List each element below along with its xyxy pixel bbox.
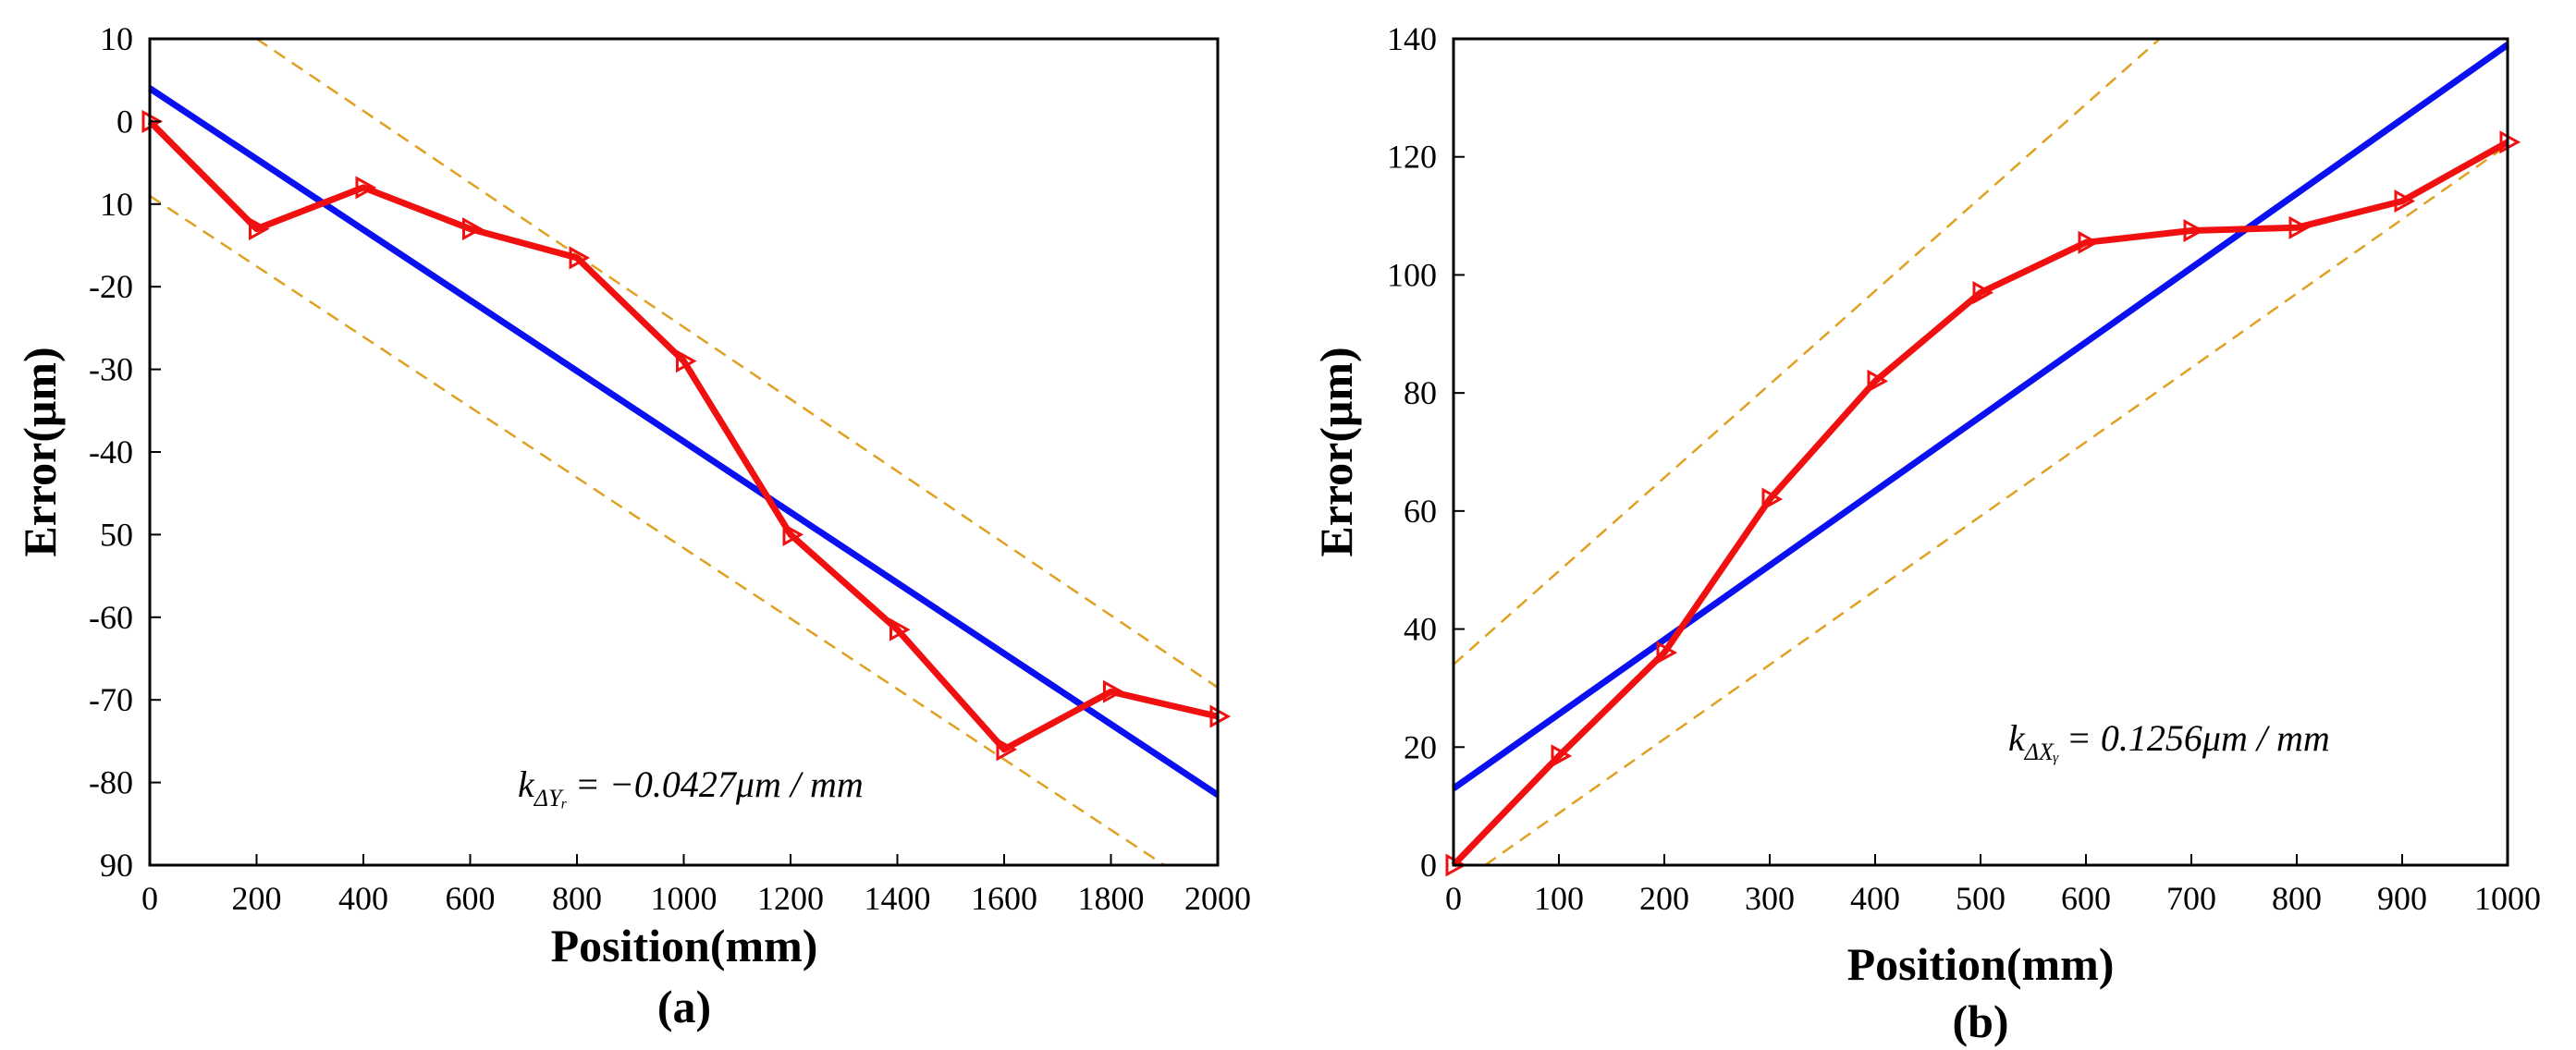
chart-a-y-tick-label: -80 <box>89 764 133 801</box>
chart-b-x-tick-label: 500 <box>1956 880 2006 917</box>
chart-b-measured-point <box>1656 641 1678 665</box>
chart-b-y-tick-label: 60 <box>1404 493 1437 530</box>
chart-a-plot-layer <box>141 37 1232 867</box>
chart-a-x-tick-label: 1800 <box>1078 880 1145 917</box>
chart-b-x-tick-label: 1000 <box>2474 880 2541 917</box>
chart-b-y-axis-label: Error(μm) <box>1310 347 1362 556</box>
chart-a-slope-symbol: k <box>518 763 535 805</box>
chart-a-frame <box>148 37 1220 867</box>
chart-b-plot-layer <box>1445 38 2521 877</box>
chart-b-measured-point <box>2288 215 2311 239</box>
chart-a-x-tick-label: 600 <box>446 880 496 917</box>
chart-b-y-tick-label: 80 <box>1404 374 1437 411</box>
chart-a-x-tick-label: 1200 <box>757 880 824 917</box>
chart-a-measured-point <box>141 109 164 133</box>
chart-b-upper-bound-line <box>1453 38 2161 665</box>
chart-b-y-tick-label: 140 <box>1387 20 1437 57</box>
chart-b-frame <box>1452 37 2509 867</box>
chart-a: 0 200 400 600 800 1000 1200 1400 1600 1800 2000 10… <box>14 20 1251 1032</box>
chart-a-y-tick-label: -70 <box>89 681 133 718</box>
chart-a-y-tick-label: 10 <box>100 20 133 57</box>
chart-a-x-tick-label: 1400 <box>865 880 931 917</box>
chart-a-x-ticks: 0 200 400 600 800 1000 1200 1400 1600 1800 2000 <box>141 854 1251 917</box>
chart-b-slope-symbol: k <box>2008 717 2026 759</box>
chart-a-measured-point <box>676 349 697 373</box>
chart-a-y-tick-label: 90 <box>100 847 133 884</box>
chart-a-x-tick-label: 1600 <box>971 880 1037 917</box>
chart-a-slope-text: = −0.0427μm / mm <box>575 763 864 805</box>
chart-a-panel-label: (a) <box>657 981 711 1032</box>
chart-a-measured-point <box>569 246 591 270</box>
chart-b-measured-point <box>1445 853 1467 877</box>
chart-b-y-tick-label: 20 <box>1404 728 1437 765</box>
chart-a-linear-fit-line <box>148 85 1220 798</box>
chart-b-x-tick-label: 100 <box>1534 880 1584 917</box>
chart-b-measured-line <box>1451 139 2509 868</box>
chart-a-y-tick-label: 50 <box>100 516 133 553</box>
chart-a-y-tick-label: -60 <box>89 599 133 636</box>
chart-b-linear-fit-line <box>1451 42 2510 791</box>
chart-b-y-tick-label: 100 <box>1387 256 1437 293</box>
chart-a-x-tick-label: 0 <box>141 880 158 917</box>
chart-b-panel-label: (b) <box>1952 995 2008 1047</box>
chart-b-x-tick-label: 300 <box>1745 880 1795 917</box>
chart-a-x-tick-label: 200 <box>232 880 282 917</box>
chart-a-measured-point <box>355 176 377 200</box>
chart-b-y-tick-label: 0 <box>1420 847 1437 884</box>
chart-b-y-tick-label: 40 <box>1404 611 1437 648</box>
chart-b-measured-point <box>1551 744 1573 768</box>
chart-b-measured-point <box>2499 130 2521 154</box>
chart-b-slope-annotation: kΔXᵧ = 0.1256μm / mm <box>2008 717 2330 765</box>
chart-b-slope-text: = 0.1256μm / mm <box>2067 717 2330 759</box>
chart-b-lower-bound-line <box>1484 143 2509 867</box>
chart-a-y-tick-label: 0 <box>117 103 133 140</box>
chart-a-measured-point <box>889 617 911 641</box>
chart-a-y-ticks: 10 0 10 -20 -30 -40 50 -60 -70 -80 90 <box>89 20 161 884</box>
chart-a-x-tick-label: 2000 <box>1184 880 1251 917</box>
chart-a-measured-line <box>147 118 1219 753</box>
chart-b-measured-point <box>1972 281 1994 305</box>
chart-a-measured-point <box>782 522 804 546</box>
chart-a-x-tick-label: 400 <box>338 880 388 917</box>
chart-b-x-axis-label: Position(mm) <box>1847 938 2115 990</box>
chart-a-x-axis-label: Position(mm) <box>551 920 818 971</box>
chart-b-y-ticks: 0 20 40 60 80 100 120 140 <box>1387 20 1465 884</box>
chart-a-measured-point <box>462 217 484 241</box>
chart-b-x-tick-label: 700 <box>2166 880 2216 917</box>
chart-a-slope-subscript: ΔYᵣ <box>534 785 568 812</box>
chart-a-y-tick-label: -20 <box>89 268 133 305</box>
chart-b-x-ticks: 0 100 200 300 400 500 600 700 800 900 1000 <box>1445 854 2541 917</box>
chart-b: 0 100 200 300 400 500 600 700 800 900 1000 0 20 40 60… <box>1310 20 2541 1047</box>
chart-a-measured-point <box>1209 704 1232 728</box>
chart-b-x-tick-label: 400 <box>1850 880 1900 917</box>
chart-a-y-tick-label: -30 <box>89 351 133 388</box>
chart-a-x-tick-label: 800 <box>552 880 602 917</box>
chart-b-slope-subscript: ΔXᵧ <box>2024 739 2059 765</box>
chart-a-measured-point <box>249 217 270 241</box>
chart-a-x-tick-label: 1000 <box>651 880 718 917</box>
chart-a-y-axis-label: Error(μm) <box>14 347 66 556</box>
chart-b-y-tick-label: 120 <box>1387 139 1437 176</box>
chart-a-lower-bound-line <box>149 194 1165 867</box>
chart-a-y-tick-label: -40 <box>89 433 133 470</box>
chart-b-x-tick-label: 900 <box>2377 880 2427 917</box>
chart-b-measured-point <box>1867 369 1889 393</box>
chart-a-upper-bound-line <box>255 37 1219 689</box>
chart-a-y-tick-label: 10 <box>100 186 133 223</box>
chart-b-x-tick-label: 800 <box>2272 880 2322 917</box>
chart-a-measured-point <box>1103 679 1124 703</box>
chart-b-measured-point <box>2078 230 2100 254</box>
chart-b-x-tick-label: 0 <box>1445 880 1462 917</box>
chart-a-slope-annotation: kΔYᵣ = −0.0427μm / mm <box>518 763 864 812</box>
chart-b-measured-point <box>1761 487 1784 511</box>
chart-b-x-tick-label: 600 <box>2061 880 2111 917</box>
chart-b-x-tick-label: 200 <box>1639 880 1689 917</box>
chart-a-measured-point <box>996 738 1018 762</box>
chart-b-measured-point <box>2394 189 2416 214</box>
chart-b-measured-point <box>2183 218 2205 243</box>
